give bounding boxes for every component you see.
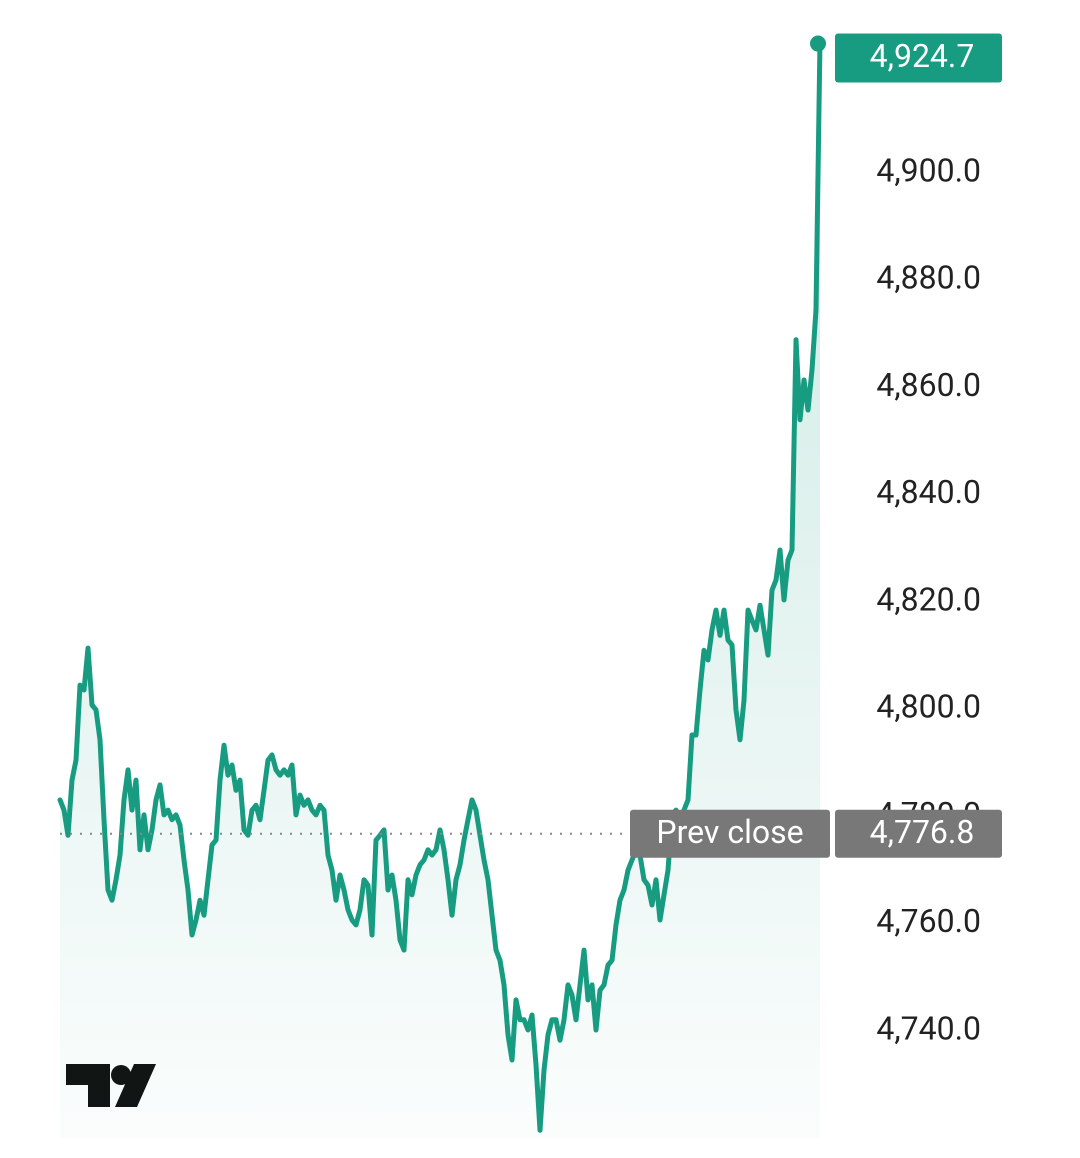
last-price-label: 4,924.7 <box>870 37 975 75</box>
price-line <box>57 38 823 1133</box>
y-tick-label: 4,820.0 <box>876 580 981 618</box>
prev-close-value-box <box>835 809 1002 858</box>
prev-close-value: 4,776.8 <box>870 813 975 851</box>
area <box>60 40 820 1139</box>
last-price-box <box>835 33 1002 83</box>
y-tick-label: 4,900.0 <box>876 151 981 189</box>
y-tick-label: 4,860.0 <box>876 366 981 404</box>
last-point <box>810 35 826 52</box>
y-tick-label: 4,760.0 <box>876 902 981 940</box>
y-tick-label: 4,740.0 <box>876 1009 981 1047</box>
y-tick-label: 4,840.0 <box>876 473 981 511</box>
prev-close-text: Prev close <box>656 813 803 851</box>
y-tick-label: 4,880.0 <box>876 259 981 297</box>
y-tick-label: 4,800.0 <box>876 688 981 726</box>
prev-close-tag <box>630 809 830 858</box>
